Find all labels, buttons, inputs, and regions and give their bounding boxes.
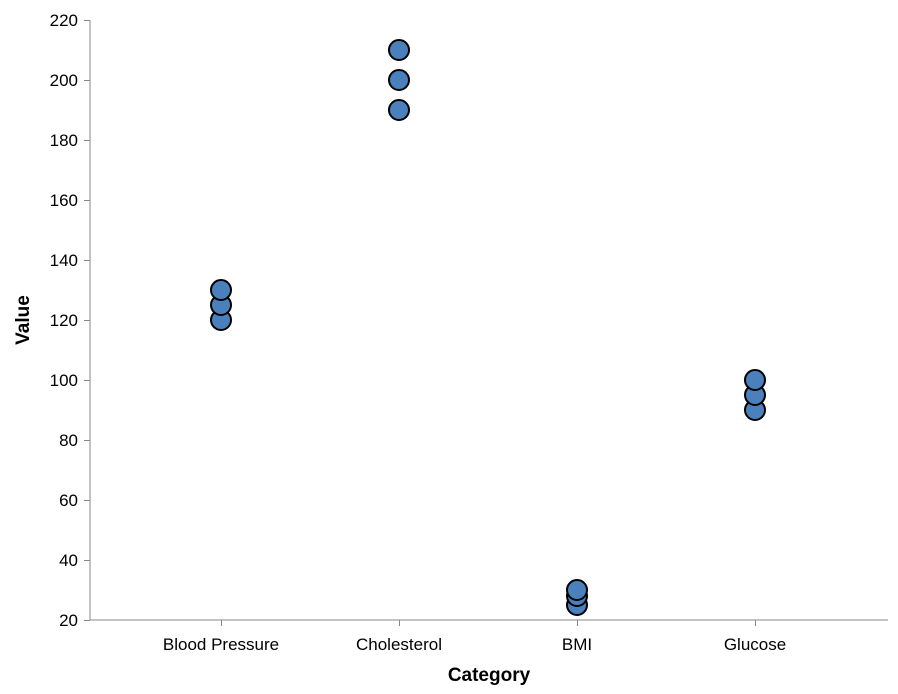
data-point <box>744 369 766 391</box>
y-tick-label: 120 <box>50 311 78 330</box>
data-point <box>388 39 410 61</box>
data-point <box>210 279 232 301</box>
y-tick-label: 60 <box>59 491 78 510</box>
y-tick-label: 160 <box>50 191 78 210</box>
x-tick-label: Cholesterol <box>356 635 442 654</box>
points-layer <box>210 39 766 616</box>
y-axis-title: Value <box>13 295 34 345</box>
y-tick-label: 80 <box>59 431 78 450</box>
y-tick-label: 140 <box>50 251 78 270</box>
data-point <box>388 99 410 121</box>
data-point <box>566 579 588 601</box>
x-tick-label: Glucose <box>724 635 786 654</box>
y-tick-label: 200 <box>50 71 78 90</box>
y-tick-label: 220 <box>50 11 78 30</box>
y-axis: 20 40 60 80 100 120 140 160 180 200 220 <box>50 11 91 630</box>
x-axis: Blood Pressure Cholesterol BMI Glucose <box>90 619 888 654</box>
y-tick-label: 180 <box>50 131 78 150</box>
y-tick-label: 100 <box>50 371 78 390</box>
data-point <box>388 69 410 91</box>
x-tick-label: BMI <box>562 635 592 654</box>
y-tick-label: 20 <box>59 611 78 630</box>
y-tick-label: 40 <box>59 551 78 570</box>
x-axis-title: Category <box>448 665 531 686</box>
x-tick-label: Blood Pressure <box>163 635 279 654</box>
